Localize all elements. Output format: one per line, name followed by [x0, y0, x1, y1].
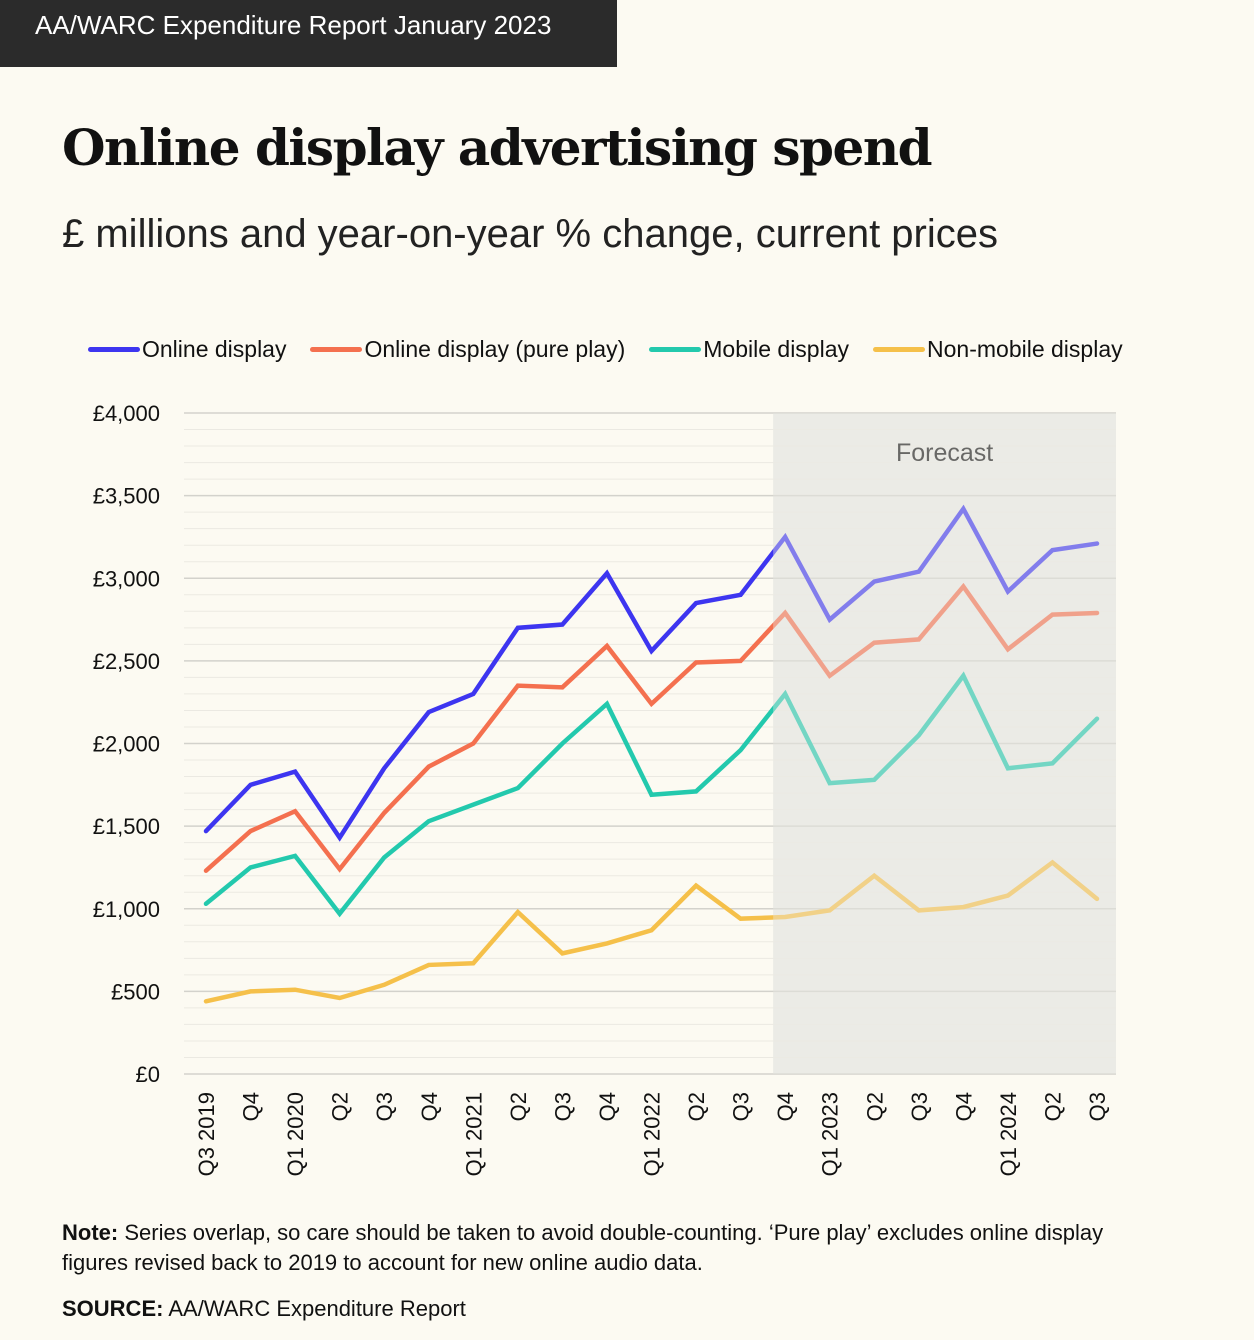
legend-label: Mobile display — [703, 336, 850, 362]
report-banner: AA/WARC Expenditure Report January 2023 — [0, 0, 617, 67]
x-tick-label: Q4 — [951, 1092, 976, 1121]
y-tick-label: £4,000 — [93, 401, 160, 426]
y-tick-label: £500 — [111, 979, 160, 1004]
x-tick-label: Q4 — [417, 1092, 442, 1121]
x-tick-label: Q2 — [328, 1092, 353, 1121]
y-tick-label: £0 — [136, 1062, 160, 1087]
note-label: Note: — [62, 1220, 119, 1245]
legend-item: Online display (pure play) — [310, 336, 625, 363]
x-tick-label: Q1 2024 — [996, 1092, 1021, 1176]
legend-swatch — [310, 347, 363, 352]
note-text-2: figures revised back to 2019 to account … — [62, 1250, 703, 1275]
x-tick-label: Q4 — [239, 1092, 264, 1121]
x-tick-label: Q1 2022 — [640, 1092, 665, 1176]
x-tick-label: Q2 — [1040, 1092, 1065, 1121]
x-tick-label: Q2 — [862, 1092, 887, 1121]
chart-title: Online display advertising spend — [62, 118, 933, 177]
x-tick-label: Q3 — [372, 1092, 397, 1121]
legend-item: Mobile display — [649, 336, 849, 363]
legend-label: Online display (pure play) — [364, 336, 626, 362]
legend-swatch — [649, 347, 702, 352]
x-tick-label: Q4 — [773, 1092, 798, 1121]
x-tick-label: Q4 — [595, 1092, 620, 1121]
note-text: Series overlap, so care should be taken … — [118, 1220, 1104, 1245]
x-tick-label: Q2 — [684, 1092, 709, 1121]
legend: Online display Online display (pure play… — [88, 336, 1123, 363]
note: Note: Series overlap, so care should be … — [62, 1218, 1103, 1278]
legend-label: Non-mobile display — [927, 336, 1123, 362]
y-tick-label: £1,500 — [93, 814, 160, 839]
forecast-overlay — [773, 413, 1116, 1074]
y-tick-label: £2,000 — [93, 732, 160, 757]
source-text: AA/WARC Expenditure Report — [163, 1296, 466, 1321]
x-tick-label: Q3 2019 — [194, 1092, 219, 1176]
y-tick-label: £2,500 — [93, 649, 160, 674]
forecast-label: Forecast — [896, 439, 993, 467]
x-tick-label: Q1 2020 — [283, 1092, 308, 1176]
legend-item: Online display — [88, 336, 286, 363]
legend-swatch — [873, 347, 926, 352]
x-tick-label: Q3 — [907, 1092, 932, 1121]
source-label: SOURCE: — [62, 1296, 164, 1321]
x-tick-label: Q3 — [550, 1092, 575, 1121]
legend-item: Non-mobile display — [873, 336, 1123, 363]
y-tick-label: £3,000 — [93, 566, 160, 591]
y-tick-label: £1,000 — [93, 897, 160, 922]
chart-subtitle: £ millions and year-on-year % change, cu… — [62, 212, 998, 256]
legend-label: Online display — [142, 336, 287, 362]
x-tick-label: Q1 2021 — [461, 1092, 486, 1176]
x-tick-label: Q2 — [506, 1092, 531, 1121]
x-tick-label: Q1 2023 — [818, 1092, 843, 1176]
x-tick-label: Q3 — [729, 1092, 754, 1121]
legend-swatch — [88, 347, 140, 352]
y-tick-label: £3,500 — [93, 484, 160, 509]
source: SOURCE: AA/WARC Expenditure Report — [62, 1296, 466, 1322]
x-tick-label: Q3 — [1085, 1092, 1110, 1121]
